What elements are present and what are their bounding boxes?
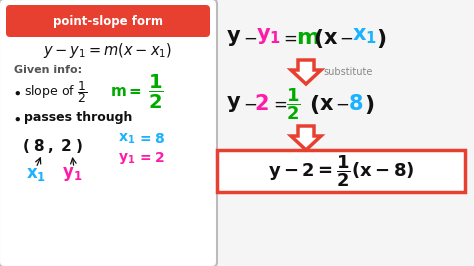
FancyBboxPatch shape [217, 150, 465, 192]
Text: $\mathbf{y_1}$: $\mathbf{y_1}$ [118, 151, 135, 165]
Text: $\mathbf{( \; 8 \; , \; 2 \; )}$: $\mathbf{( \; 8 \; , \; 2 \; )}$ [22, 137, 83, 155]
Text: $\bullet$: $\bullet$ [12, 110, 21, 126]
Text: $\mathbf{x_1}$: $\mathbf{x_1}$ [118, 132, 135, 146]
Text: $\mathbf{m}$: $\mathbf{m}$ [296, 28, 319, 48]
Text: point-slope form: point-slope form [53, 15, 163, 27]
Text: $-$: $-$ [243, 95, 257, 113]
Text: $\mathbf{y}$: $\mathbf{y}$ [226, 28, 241, 48]
Text: $\mathbf{= 2}$: $\mathbf{= 2}$ [137, 151, 164, 165]
Text: $\mathbf{m{=}}$: $\mathbf{m{=}}$ [110, 85, 142, 99]
Polygon shape [291, 60, 321, 84]
Text: Given info:: Given info: [14, 65, 82, 75]
Text: $\mathbf{\dfrac{1}{2}}$: $\mathbf{\dfrac{1}{2}}$ [148, 73, 164, 111]
Text: $\mathbf{y}$: $\mathbf{y}$ [226, 94, 241, 114]
Text: passes through: passes through [24, 111, 132, 124]
Text: $\mathbf{\dfrac{1}{2}}$: $\mathbf{\dfrac{1}{2}}$ [286, 86, 301, 122]
Text: $\mathbf{(}$: $\mathbf{(}$ [309, 93, 319, 115]
Text: $\mathbf{)}$: $\mathbf{)}$ [376, 27, 386, 49]
Text: $\mathbf{2}$: $\mathbf{2}$ [254, 94, 269, 114]
Text: $\mathbf{8}$: $\mathbf{8}$ [348, 94, 363, 114]
Text: $y - y_1 = m(x - x_1)$: $y - y_1 = m(x - x_1)$ [44, 41, 173, 60]
Text: $\mathbf{= 8}$: $\mathbf{= 8}$ [137, 132, 165, 146]
Text: slope of $\dfrac{1}{2}$: slope of $\dfrac{1}{2}$ [24, 79, 87, 105]
Text: $\mathbf{y_1}$: $\mathbf{y_1}$ [62, 165, 82, 183]
Text: $=$: $=$ [270, 95, 287, 113]
Text: $-$: $-$ [339, 29, 353, 47]
Polygon shape [291, 126, 321, 150]
Text: $\mathbf{(}$: $\mathbf{(}$ [313, 27, 323, 49]
FancyBboxPatch shape [0, 0, 217, 266]
Text: $\mathbf{y - 2 = \dfrac{1}{2}(x-8)}$: $\mathbf{y - 2 = \dfrac{1}{2}(x-8)}$ [268, 153, 414, 189]
Text: $\mathbf{x}$: $\mathbf{x}$ [323, 28, 338, 48]
FancyBboxPatch shape [6, 5, 210, 37]
Text: substitute: substitute [323, 67, 373, 77]
Text: $\bullet$: $\bullet$ [12, 85, 21, 99]
Text: $-$: $-$ [243, 29, 257, 47]
Text: $-$: $-$ [335, 95, 349, 113]
Text: $\mathbf{y_1}$: $\mathbf{y_1}$ [256, 26, 281, 46]
Text: $\mathbf{x_1}$: $\mathbf{x_1}$ [352, 26, 377, 46]
Text: $\mathbf{)}$: $\mathbf{)}$ [364, 93, 374, 115]
Text: $=$: $=$ [280, 29, 297, 47]
Text: $\mathbf{x_1}$: $\mathbf{x_1}$ [26, 165, 46, 183]
Text: $\mathbf{x}$: $\mathbf{x}$ [319, 94, 334, 114]
